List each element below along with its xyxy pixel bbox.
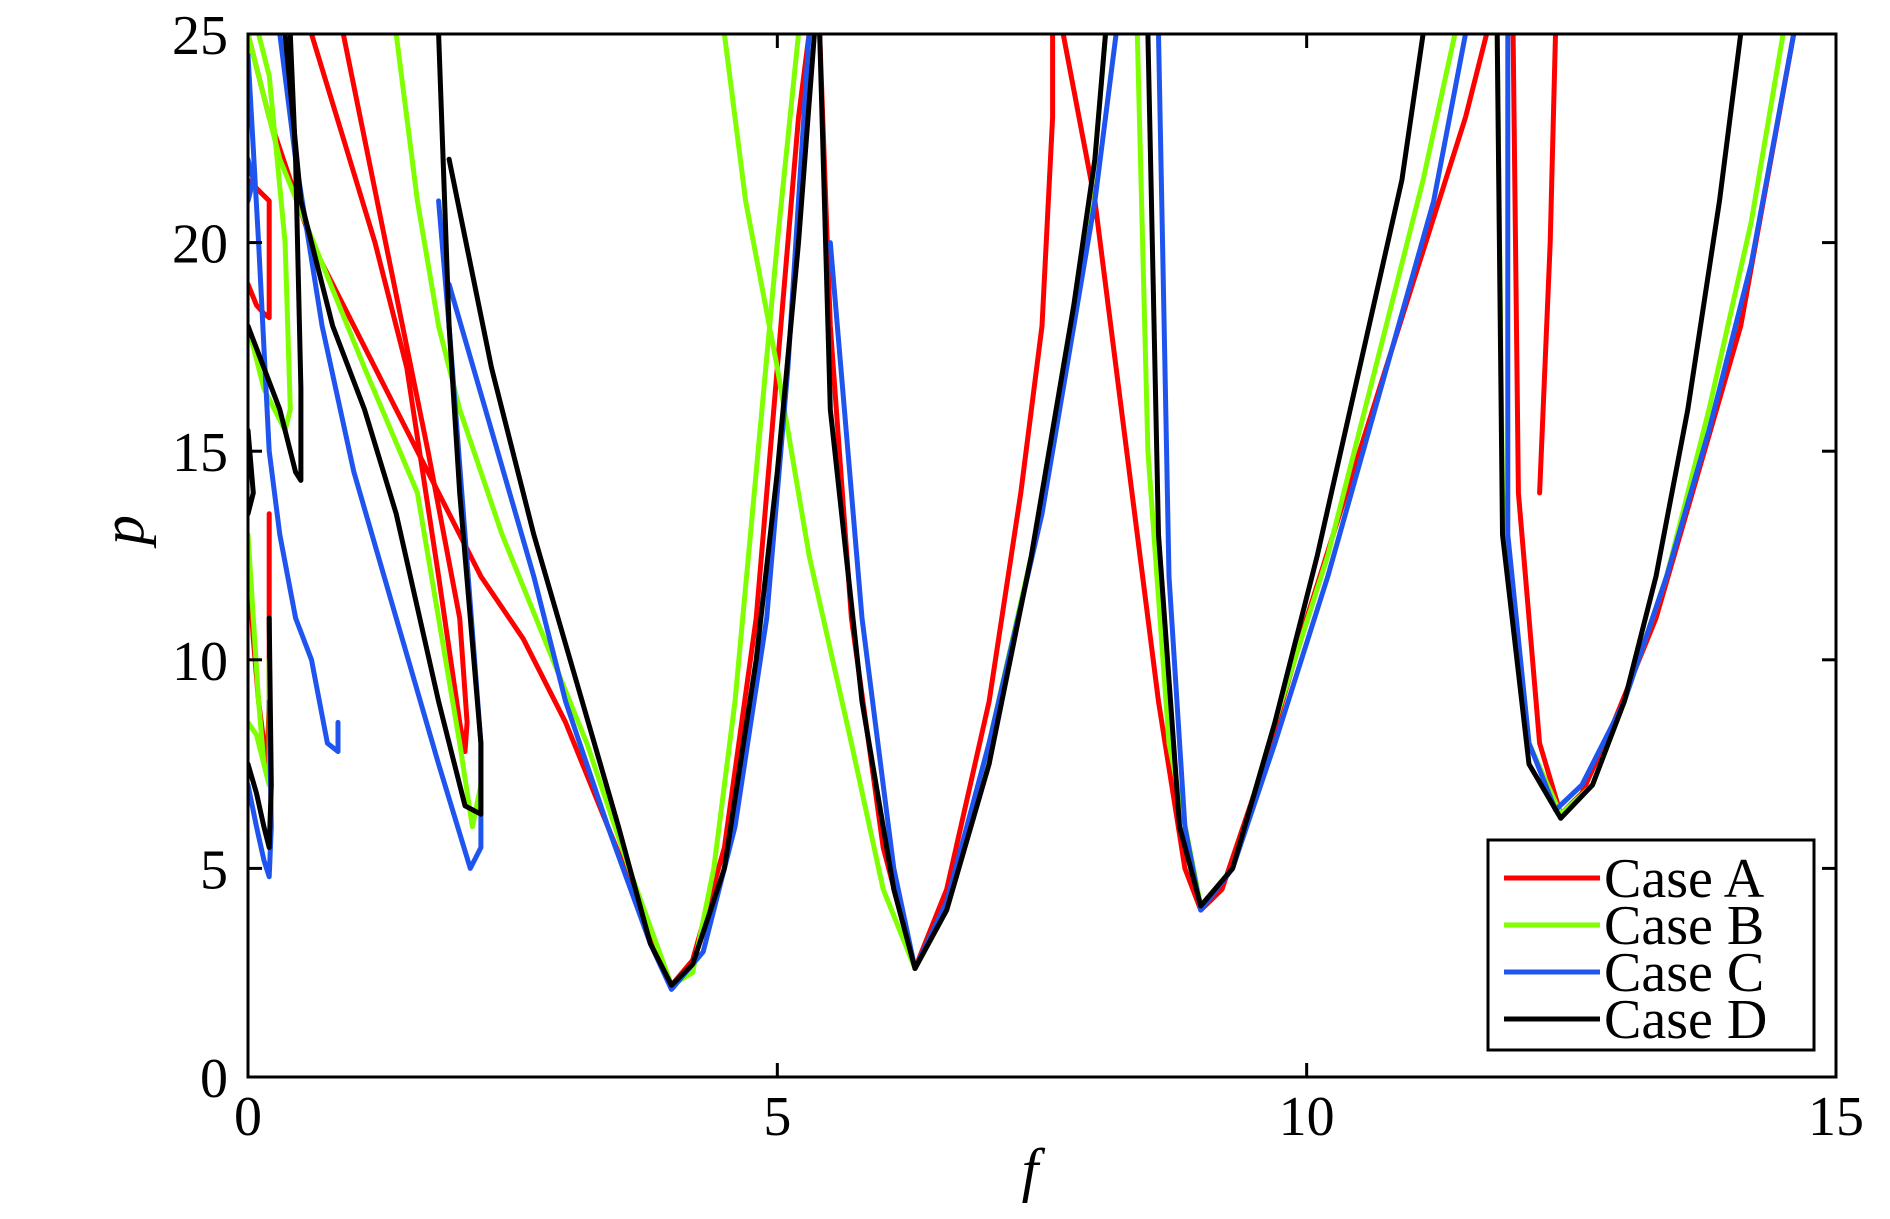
legend-label-case-c: Case C: [1604, 942, 1764, 1004]
plot-frame: [246, 32, 1838, 1079]
y-axis-ticks: 0 5 10 15 20 25: [172, 5, 1836, 1110]
series-case-b-segment-3: [248, 34, 484, 830]
x-tick-label: 0: [234, 1086, 262, 1148]
legend-label-case-d: Case D: [1604, 989, 1767, 1051]
series-case-b-segment-6: [1134, 34, 1458, 909]
series-case-c-segment-6: [1156, 34, 1468, 913]
y-tick-label: 10: [172, 631, 228, 693]
y-tick-label: 15: [172, 422, 228, 484]
y-tick-label: 25: [172, 5, 228, 67]
series-case-b-segment-1: [248, 719, 272, 788]
series-case-d-segment-5: [817, 34, 1108, 971]
series-case-c-segment-4: [446, 34, 812, 992]
series-case-a-segment-6: [1510, 34, 1797, 817]
legend-box: [1486, 838, 1816, 1052]
x-tick-label: 10: [1279, 1086, 1335, 1148]
series-case-d-segment-4: [446, 34, 817, 988]
series-layer: [248, 34, 1797, 992]
series-case-b-segment-4: [393, 34, 801, 988]
series-case-a-segment-7: [1537, 34, 1558, 496]
x-axis-label: f: [1022, 1137, 1046, 1203]
y-tick-label: 20: [172, 214, 228, 276]
y-tick-label: 5: [200, 839, 228, 901]
x-tick-label: 5: [763, 1086, 791, 1148]
series-case-a-segment-2: [248, 34, 812, 988]
legend-label-case-b: Case B: [1604, 895, 1764, 957]
series-case-c-segment-2: [248, 52, 341, 755]
series-case-d-segment-0: [248, 615, 274, 850]
x-tick-label: 15: [1808, 1086, 1864, 1148]
series-case-a-segment-3: [309, 34, 470, 755]
series-case-d-segment-3: [282, 34, 484, 817]
series-case-d-segment-2: [248, 34, 304, 483]
series-case-c-segment-5: [827, 34, 1119, 971]
x-axis-ticks: 0 5 10 15: [234, 34, 1864, 1148]
series-case-a-segment-5: [1060, 34, 1490, 913]
y-axis-label: p: [90, 515, 156, 549]
series-case-a-segment-1: [248, 177, 272, 321]
series-case-d-segment-6: [1145, 34, 1426, 909]
legend-label-case-a: Case A: [1604, 848, 1765, 910]
series-case-c-segment-7: [1505, 34, 1797, 813]
y-tick-label: 0: [200, 1048, 228, 1110]
series-case-d-segment-7: [1494, 34, 1744, 821]
